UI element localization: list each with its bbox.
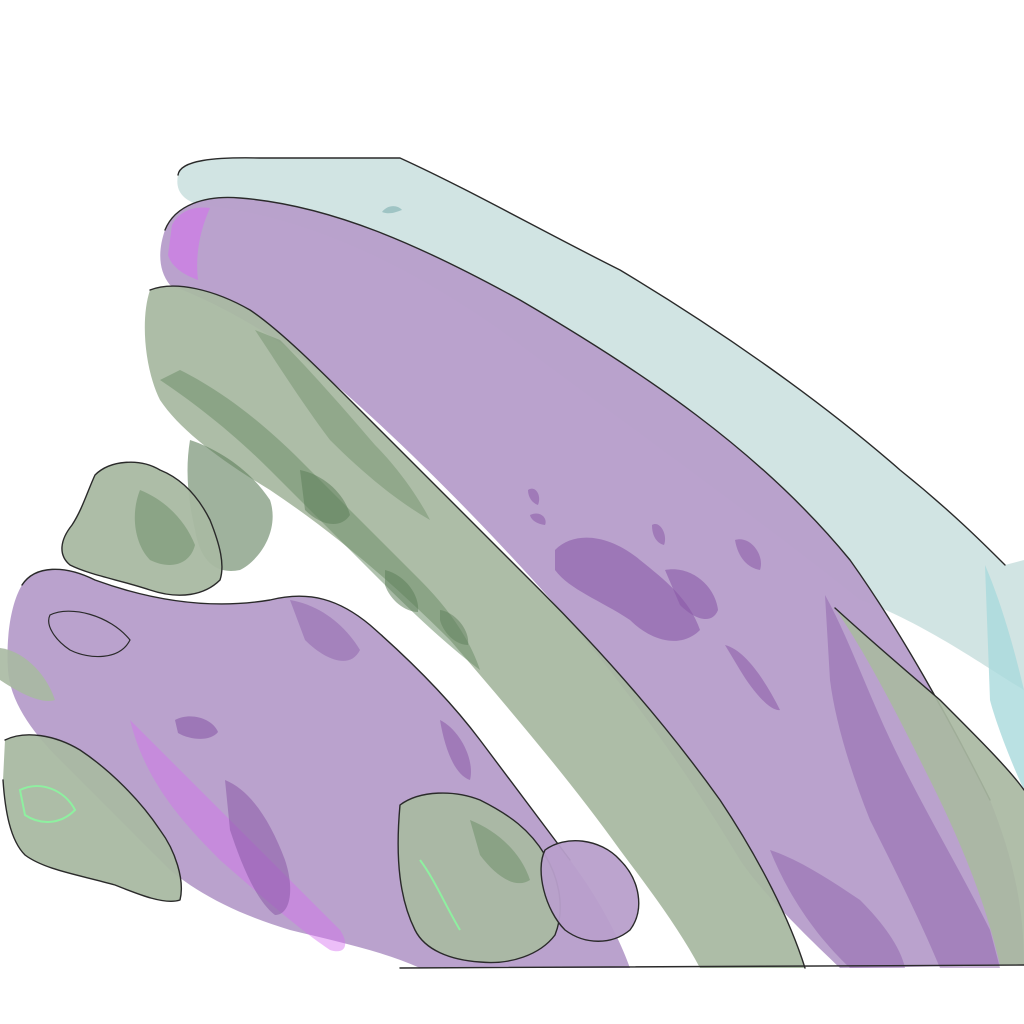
upper-purple-layer: [160, 196, 1024, 969]
bottom-green-lump-outline: [397, 792, 561, 964]
left-green-mass-outline: [61, 461, 223, 596]
bottom-green-lump-highlight: [419, 859, 461, 931]
lower-purple-spot: [175, 716, 218, 739]
purple-dark-spot: [652, 524, 666, 545]
bottom-purple-oval: [540, 840, 640, 942]
green-dark-patch: [440, 610, 469, 645]
purple-bottom-shadow: [770, 850, 905, 968]
green-dark-patch: [385, 570, 419, 612]
green-clump-highlight: [0, 648, 55, 701]
outer-shell-right-rim: [985, 565, 1024, 790]
green-clump-outline: [2, 734, 182, 902]
right-green-surface: [835, 608, 1024, 965]
purple-dark-streak: [725, 645, 780, 711]
lower-purple-outline: [21, 568, 571, 861]
upper-purple-left-highlight: [168, 207, 210, 280]
bottom-cut-edge: [399, 964, 1024, 969]
bottom-purple-oval-surface: [541, 840, 639, 942]
lower-purple-spot: [440, 720, 471, 780]
outer-shell-outline: [177, 157, 1006, 566]
left-green-mass: [61, 461, 223, 596]
green-clump-surface: [3, 734, 182, 902]
purple-dark-ridge: [825, 595, 1000, 968]
purple-dark-spot: [735, 539, 761, 570]
right-green-outline: [834, 607, 1024, 791]
green-dark-patch: [300, 470, 350, 525]
purple-dark-spot: [555, 537, 700, 641]
green-clump-highlight: [18, 785, 77, 823]
bottom-center-green-lump: [397, 792, 561, 964]
bottom-green-lump-shadow: [470, 820, 530, 884]
lower-purple-rim-loop: [48, 610, 131, 658]
outer-shell-small-mark: [382, 206, 402, 214]
lower-purple-dark-fold: [225, 780, 291, 915]
green-ridge-shadow: [255, 330, 430, 520]
purple-dark-spot: [665, 569, 718, 620]
green-band-surface: [144, 286, 805, 968]
left-green-mass-shadow: [134, 490, 195, 565]
bottom-purple-oval-outline: [540, 840, 640, 942]
green-band-outline: [149, 285, 806, 969]
purple-dark-spot: [528, 488, 540, 505]
lower-left-green-clumps: [0, 648, 182, 902]
right-green-layer: [834, 607, 1024, 965]
green-band-layer: [144, 285, 806, 969]
lower-purple-dark-fold: [290, 600, 360, 661]
upper-purple-outline: [164, 196, 991, 801]
purple-dark-spot: [530, 513, 546, 525]
bottom-green-lump-surface: [398, 793, 561, 963]
